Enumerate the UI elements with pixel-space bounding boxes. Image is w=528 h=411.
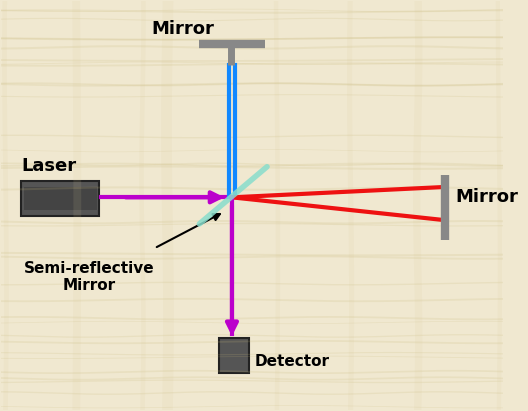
Bar — [22, 181, 99, 216]
Bar — [220, 338, 250, 373]
Text: Semi-reflective
Mirror: Semi-reflective Mirror — [24, 261, 154, 293]
Text: Laser: Laser — [22, 157, 77, 175]
Text: Mirror: Mirror — [455, 188, 518, 206]
Bar — [24, 187, 97, 210]
Text: Mirror: Mirror — [152, 20, 214, 38]
Text: Detector: Detector — [254, 354, 329, 369]
